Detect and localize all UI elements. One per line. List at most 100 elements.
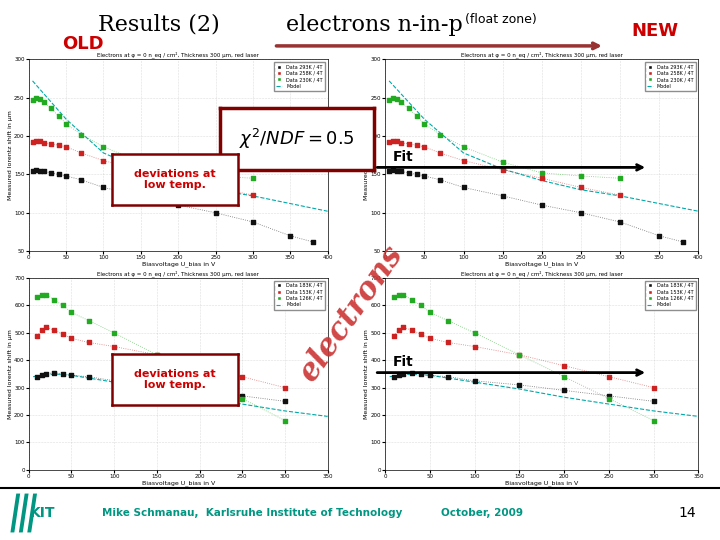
Data 293K / 4T [458,183,469,192]
Model [649,408,658,414]
Data 153K / 4T [66,334,77,343]
Data 126K / 4T [559,373,570,381]
Model [50,370,59,377]
Data 183K / 4T [424,371,436,380]
Title: Electrons at φ = 0 n_eq / cm², Thickness 300 μm, red laser: Electrons at φ = 0 n_eq / cm², Thickness… [97,271,259,277]
Data 126K / 4T [57,301,68,310]
Model [616,193,624,199]
Data 183K / 4T [603,392,615,400]
Data 183K / 4T [388,373,400,381]
X-axis label: Biasvoltage U_bias in V: Biasvoltage U_bias in V [142,481,215,486]
Model [459,150,468,156]
Data 230K / 4T [98,143,109,151]
Model [605,401,613,407]
Data 258K / 4T [536,174,547,183]
Data 258K / 4T [383,138,395,146]
Data 293K / 4T [307,238,318,246]
Text: Fit: Fit [392,355,413,369]
Data 258K / 4T [60,143,72,151]
Data 230K / 4T [536,168,547,177]
Data 230K / 4T [434,130,446,139]
Data 126K / 4T [32,293,43,301]
Data 230K / 4T [53,112,65,120]
Data 258K / 4T [575,183,587,192]
Data 293K / 4T [210,208,221,217]
Data 153K / 4T [36,326,48,334]
Data 153K / 4T [388,331,400,340]
Model [384,78,393,84]
Data 230K / 4T [30,93,42,102]
Data 183K / 4T [513,381,525,389]
X-axis label: Biasvoltage U_bias in V: Biasvoltage U_bias in V [505,262,578,267]
Data 293K / 4T [677,238,688,246]
Data 258K / 4T [30,137,42,145]
Y-axis label: Measured lorentz shift in μm: Measured lorentz shift in μm [8,110,13,200]
Data 183K / 4T [151,381,163,389]
Model [426,372,434,379]
Data 293K / 4T [654,232,665,240]
Data 126K / 4T [151,350,163,359]
Model [323,208,332,214]
Data 230K / 4T [27,96,38,104]
Title: Electrons at φ = 0 n_eq / cm², Thickness 300 μm, red laser: Electrons at φ = 0 n_eq / cm², Thickness… [461,271,623,277]
Data 183K / 4T [83,373,94,381]
Y-axis label: Measured lorentz shift in μm: Measured lorentz shift in μm [364,329,369,419]
Data 293K / 4T [135,192,147,200]
Data 153K / 4T [32,331,43,340]
Text: OLD: OLD [62,35,104,53]
Data 293K / 4T [391,166,402,175]
Line: Model: Model [32,81,328,211]
Data 153K / 4T [406,326,418,334]
Data 230K / 4T [418,119,430,128]
Text: electrons n-in-p: electrons n-in-p [286,14,463,36]
Y-axis label: Measured lorentz shift in μm: Measured lorentz shift in μm [8,329,13,419]
Data 293K / 4T [38,167,50,176]
Data 293K / 4T [383,166,395,175]
Data 126K / 4T [236,394,248,403]
Data 153K / 4T [194,361,205,370]
Model [537,177,546,184]
Data 183K / 4T [469,376,480,385]
Data 126K / 4T [194,373,205,381]
Data 126K / 4T [415,301,427,310]
Text: Results (2): Results (2) [97,14,220,36]
Data 183K / 4T [442,373,454,381]
Data 126K / 4T [49,296,60,305]
Data 153K / 4T [648,383,660,392]
Y-axis label: Measured lorentz shift in μm: Measured lorentz shift in μm [364,110,369,200]
Data 126K / 4T [513,350,525,359]
Model [238,401,246,407]
Data 153K / 4T [151,350,163,359]
Data 153K / 4T [559,361,570,370]
Data 258K / 4T [76,148,87,157]
Data 126K / 4T [279,416,291,425]
Data 258K / 4T [38,139,50,147]
Data 230K / 4T [76,130,87,139]
Legend: Data 293K / 4T, Data 258K / 4T, Data 230K / 4T, Model: Data 293K / 4T, Data 258K / 4T, Data 230… [274,62,325,91]
Line: Model: Model [33,374,328,416]
Data 153K / 4T [236,373,248,381]
Data 153K / 4T [397,323,409,332]
Data 258K / 4T [418,143,430,151]
Data 183K / 4T [194,386,205,395]
Data 230K / 4T [458,143,469,151]
Data 183K / 4T [36,371,48,380]
Data 293K / 4T [60,172,72,180]
Model [153,386,161,392]
Data 183K / 4T [559,386,570,395]
Data 230K / 4T [391,95,402,104]
Model [281,408,289,414]
Text: Fit: Fit [392,150,413,164]
Text: (float zone): (float zone) [464,14,536,26]
Text: NEW: NEW [631,22,679,39]
Data 258K / 4T [497,165,508,174]
Data 293K / 4T [575,208,587,217]
Line: Model: Model [389,81,698,211]
Data 126K / 4T [40,290,52,299]
Data 230K / 4T [38,98,50,107]
Data 183K / 4T [49,368,60,377]
Legend: Data 293K / 4T, Data 258K / 4T, Data 230K / 4T, Model: Data 293K / 4T, Data 258K / 4T, Data 230… [645,62,696,91]
Model [286,200,294,207]
Data 293K / 4T [35,166,46,175]
Data 230K / 4T [35,95,46,104]
